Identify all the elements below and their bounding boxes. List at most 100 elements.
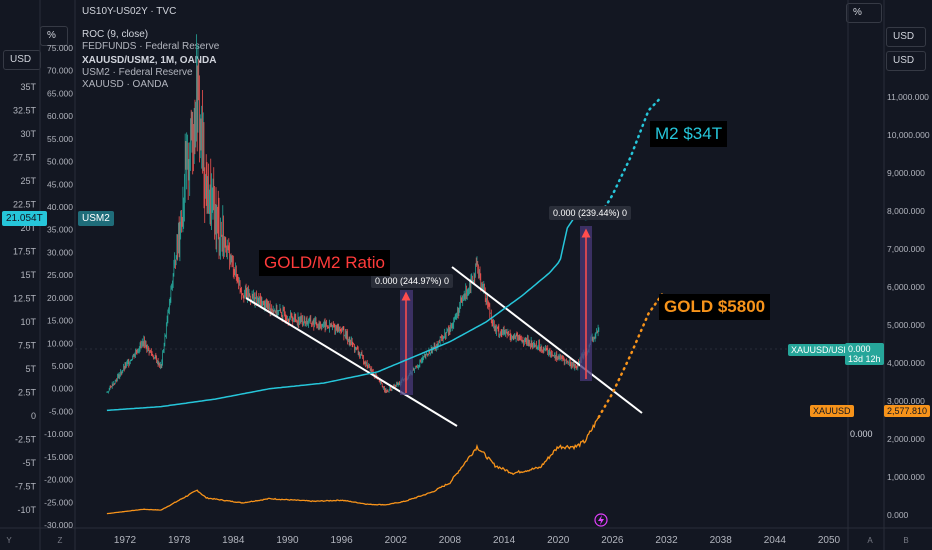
fedfunds-indicator-label[interactable]: FEDFUNDS · Federal Reserve	[82, 41, 220, 50]
roc-axis-tick: 0.000	[52, 384, 74, 394]
roc-axis-tick: 15.000	[47, 316, 73, 326]
m2-axis-tick: -5T	[23, 458, 37, 468]
gold-axis-tick: 7,000.000	[887, 244, 925, 254]
m2-axis-tick: 30T	[20, 129, 36, 139]
m2-axis-tick: 12.5T	[13, 294, 37, 304]
usd-button-left[interactable]: USD	[3, 50, 41, 70]
percent-button-top[interactable]: %	[846, 3, 882, 23]
trendline-1[interactable]	[245, 297, 458, 427]
m2-axis-tick: 17.5T	[13, 247, 37, 257]
roc-axis-tick: 50.000	[47, 157, 73, 167]
m2-axis-tick: 27.5T	[13, 153, 37, 163]
m2-axis-tick: -2.5T	[15, 435, 37, 445]
m2-axis-tick: 7.5T	[18, 341, 37, 351]
x-tick-label: 1996	[330, 535, 353, 546]
roc-axis-tick: -30.000	[44, 520, 73, 530]
m2-name-badge: USM2	[78, 211, 114, 226]
m2-axis-tick: 2.5T	[18, 388, 37, 398]
m2-axis-tick: 25T	[20, 176, 36, 186]
x-tick-label: 1972	[114, 535, 137, 546]
gold-axis-tick: 5,000.000	[887, 320, 925, 330]
roc-axis-tick: 60.000	[47, 111, 73, 121]
gold-axis-tick: 0.000	[887, 510, 909, 520]
roc-indicator-label[interactable]: ROC (9, close)	[82, 29, 149, 40]
x-tick-label: 2026	[601, 535, 624, 546]
x-tick-label: 2032	[655, 535, 678, 546]
roc-axis-tick: -15.000	[44, 452, 73, 462]
gold-axis-tick: 3,000.000	[887, 396, 925, 406]
corner-label: A	[867, 536, 873, 545]
roc-axis-tick: -25.000	[44, 497, 73, 507]
roc-axis-tick: -10.000	[44, 429, 73, 439]
x-tick-label: 2050	[818, 535, 841, 546]
corner-label: Y	[6, 536, 12, 545]
main-symbol-label[interactable]: XAUUSD/USM2, 1M, OANDA	[82, 55, 217, 66]
x-tick-label: 2014	[493, 535, 516, 546]
lightning-icon[interactable]	[594, 513, 608, 527]
m2-axis-tick: 20T	[20, 223, 36, 233]
m2-axis-tick: 10T	[20, 317, 36, 327]
m2-axis-tick: -7.5T	[15, 482, 37, 492]
zero-value-label: 0.000	[850, 429, 873, 439]
roc-axis-tick: 25.000	[47, 270, 73, 280]
roc-axis-tick: 70.000	[47, 66, 73, 76]
measure-label-1: 0.000 (244.97%) 0	[371, 274, 454, 288]
roc-axis-tick: 20.000	[47, 293, 73, 303]
roc-axis-tick: 55.000	[47, 134, 73, 144]
m2-axis-tick: 22.5T	[13, 200, 37, 210]
corner-label: B	[903, 536, 908, 545]
symbol-title[interactable]: US10Y-US02Y · TVC	[82, 6, 177, 17]
m2-line	[106, 211, 599, 412]
m2-axis-tick: 32.5T	[13, 106, 37, 116]
x-tick-label: 1990	[276, 535, 299, 546]
ratio-callout[interactable]: GOLD/M2 Ratio	[259, 250, 390, 276]
m2-axis-tick: 5T	[25, 364, 36, 374]
gold-axis-tick: 11,000.000	[887, 92, 929, 102]
x-tick-label: 1978	[168, 535, 191, 546]
ratio-value: 0.000	[848, 344, 871, 354]
gold-name-badge: XAUUSD	[810, 405, 854, 417]
measure-label-2: 0.000 (239.44%) 0	[549, 206, 632, 220]
gold-axis-tick: 9,000.000	[887, 168, 925, 178]
gold-axis-tick: 4,000.000	[887, 358, 925, 368]
roc-axis-tick: 65.000	[47, 88, 73, 98]
roc-axis-tick: 75.000	[47, 43, 73, 53]
x-tick-label: 2020	[547, 535, 570, 546]
corner-label: Z	[58, 536, 63, 545]
x-tick-label: 2002	[385, 535, 408, 546]
x-tick-label: 1984	[222, 535, 245, 546]
roc-axis-tick: -5.000	[49, 406, 73, 416]
gold-axis-tick: 6,000.000	[887, 282, 925, 292]
ratio-countdown: 13d 12h	[848, 354, 881, 364]
roc-axis-tick: 5.000	[52, 361, 74, 371]
m2-axis-tick: 15T	[20, 270, 36, 280]
roc-axis-tick: -20.000	[44, 475, 73, 485]
gold-projection	[597, 293, 664, 419]
m2-callout[interactable]: M2 $34T	[650, 121, 728, 147]
ratio-value-badge: 0.000 13d 12h	[845, 343, 884, 365]
ratio-name-badge: XAUUSD/USM2	[788, 344, 860, 356]
roc-axis-tick: 35.000	[47, 225, 73, 235]
roc-axis-tick: 30.000	[47, 247, 73, 257]
gold-callout[interactable]: GOLD $5800	[659, 294, 771, 320]
roc-axis-tick: 45.000	[47, 179, 73, 189]
trendline-2[interactable]	[451, 266, 643, 414]
x-tick-label: 2044	[764, 535, 787, 546]
m2-symbol-label[interactable]: USM2 · Federal Reserve	[82, 67, 193, 78]
roc-axis-tick: 40.000	[47, 202, 73, 212]
gold-value-badge: 2,577.810	[884, 405, 931, 417]
m2-axis-tick: 35T	[20, 82, 36, 92]
m2-value-badge: 21.054T	[2, 211, 47, 226]
gold-axis-tick: 2,000.000	[887, 434, 925, 444]
gold-axis-tick: 8,000.000	[887, 206, 925, 216]
gold-symbol-label[interactable]: XAUUSD · OANDA	[82, 79, 169, 90]
gold-line	[106, 417, 600, 515]
gold-axis-tick: 1,000.000	[887, 472, 925, 482]
usd-button-right-1[interactable]: USD	[886, 27, 926, 47]
gold-axis-tick: 10,000.000	[887, 130, 930, 140]
m2-axis-tick: 0	[31, 411, 36, 421]
x-tick-label: 2038	[710, 535, 733, 546]
m2-axis-tick: -10T	[17, 505, 36, 515]
usd-button-right-2[interactable]: USD	[886, 51, 926, 71]
